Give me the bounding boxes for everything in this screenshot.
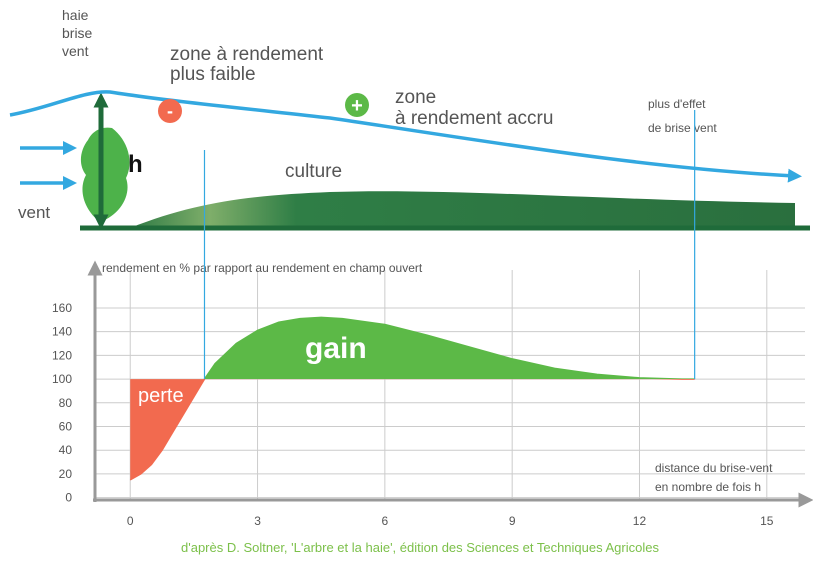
plus-sign: + xyxy=(351,95,363,117)
hedge-label: brise xyxy=(62,25,93,41)
height-label: h xyxy=(128,151,143,178)
hedge-label: vent xyxy=(62,43,89,59)
end-label: plus d'effet xyxy=(648,97,706,111)
x-axis-label: en nombre de fois h xyxy=(655,480,761,494)
hedge-label: haie xyxy=(62,7,89,23)
end-label: de brise vent xyxy=(648,121,717,135)
x-tick-label: 9 xyxy=(509,514,516,528)
y-tick-label: 140 xyxy=(52,325,72,339)
high-zone-label: zone xyxy=(395,87,436,108)
wind-label: vent xyxy=(18,203,50,222)
y-tick-label: 60 xyxy=(59,419,73,433)
x-tick-label: 6 xyxy=(382,514,389,528)
gain-label: gain xyxy=(305,332,367,365)
x-tick-label: 3 xyxy=(254,514,261,528)
y-tick-label: 120 xyxy=(52,348,72,362)
area-fill xyxy=(130,317,694,479)
plot xyxy=(130,317,694,479)
x-tick-label: 12 xyxy=(633,514,647,528)
loss-label: perte xyxy=(138,385,184,407)
x-axis-label: distance du brise-vent xyxy=(655,461,773,475)
y-tick-label: 160 xyxy=(52,301,72,315)
low-zone-label: plus faible xyxy=(170,64,256,85)
low-zone-label: zone à rendement xyxy=(170,44,324,65)
minus-sign: - xyxy=(167,101,173,121)
x-tick-label: 0 xyxy=(127,514,134,528)
infographic: - + haie brise vent h vent zone à rendem… xyxy=(0,0,813,561)
hedge xyxy=(81,128,130,222)
source: d'après D. Soltner, 'L'arbre et la haie'… xyxy=(181,540,659,555)
y-tick-label: 80 xyxy=(59,396,73,410)
crop-label: culture xyxy=(285,161,342,182)
y-tick-label: 0 xyxy=(65,491,72,505)
y-tick-label: 40 xyxy=(59,443,73,457)
y-tick-label: 20 xyxy=(59,467,73,481)
y-tick-label: 100 xyxy=(52,372,72,386)
high-zone-label: à rendement accru xyxy=(395,108,553,129)
y-axis-label: rendement en % par rapport au rendement … xyxy=(102,261,423,275)
x-tick-label: 15 xyxy=(760,514,774,528)
